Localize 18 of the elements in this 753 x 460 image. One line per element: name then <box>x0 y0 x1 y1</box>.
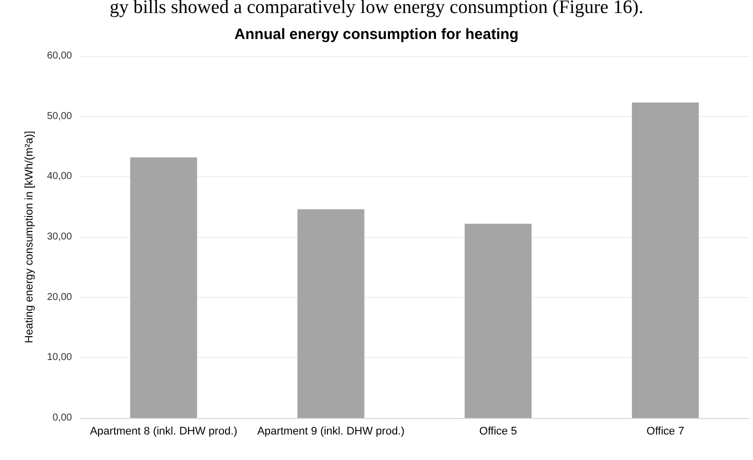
bar <box>632 102 699 418</box>
x-tick-label: Office 7 <box>646 426 684 438</box>
bar <box>464 224 532 418</box>
x-tick-label: Apartment 9 (inkl. DHW prod.) <box>257 426 405 438</box>
x-tick-label: Office 5 <box>479 426 517 438</box>
y-tick-label: 20,00 <box>46 292 72 303</box>
x-tick-label: Apartment 8 (inkl. DHW prod.) <box>90 426 238 438</box>
y-tick-label: 40,00 <box>46 171 72 182</box>
y-tick-label: 10,00 <box>46 352 72 364</box>
y-tick-label: 50,00 <box>46 110 72 122</box>
chart-title: Annual energy consumption for heating <box>234 26 519 43</box>
y-axis-title: Heating energy consumption in [kWh/(m²a)] <box>24 130 36 344</box>
bar <box>130 157 198 418</box>
y-tick-label: 60,00 <box>46 50 72 62</box>
bar <box>297 209 364 418</box>
text: gy bills showed a comparatively low energy consumption (Figure 16). <box>108 0 644 20</box>
y-tick-label: 0,00 <box>52 412 72 424</box>
y-tick-label: 30,00 <box>46 232 72 242</box>
